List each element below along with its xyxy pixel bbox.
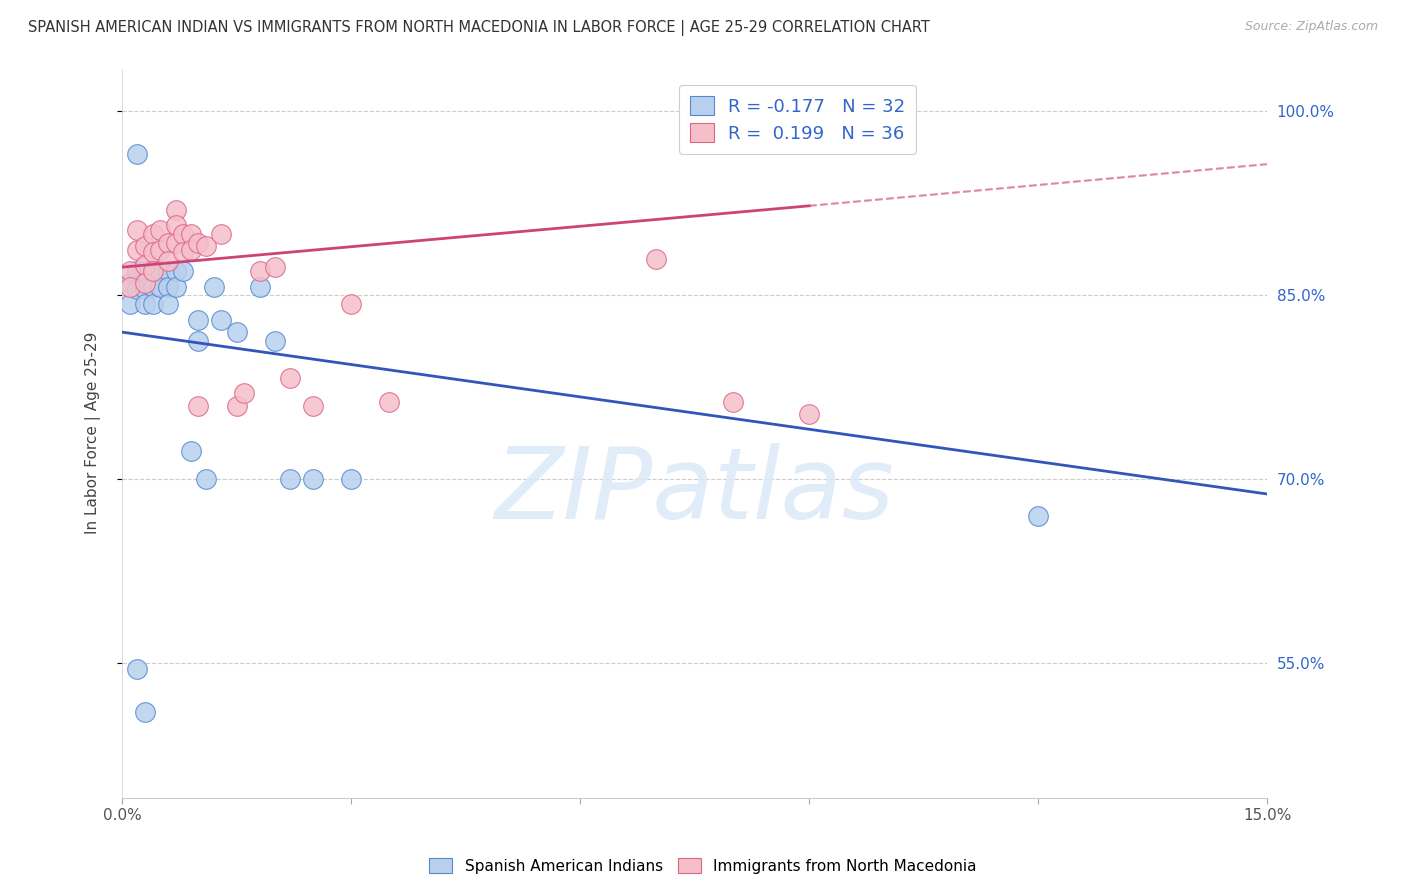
Point bbox=[797, 407, 820, 421]
Point bbox=[127, 264, 149, 278]
Text: SPANISH AMERICAN INDIAN VS IMMIGRANTS FROM NORTH MACEDONIA IN LABOR FORCE | AGE : SPANISH AMERICAN INDIAN VS IMMIGRANTS FR… bbox=[28, 20, 929, 36]
Point bbox=[165, 279, 187, 293]
Point bbox=[172, 245, 194, 260]
Point bbox=[225, 399, 247, 413]
Point bbox=[263, 334, 285, 348]
Point bbox=[127, 147, 149, 161]
Legend: Spanish American Indians, Immigrants from North Macedonia: Spanish American Indians, Immigrants fro… bbox=[423, 852, 983, 880]
Point bbox=[134, 297, 156, 311]
Point bbox=[180, 444, 202, 458]
Point bbox=[340, 472, 363, 486]
Point bbox=[187, 235, 209, 250]
Point bbox=[156, 297, 179, 311]
Point bbox=[134, 264, 156, 278]
Legend: R = -0.177   N = 32, R =  0.199   N = 36: R = -0.177 N = 32, R = 0.199 N = 36 bbox=[679, 85, 915, 153]
Point bbox=[187, 313, 209, 327]
Point bbox=[156, 254, 179, 268]
Point bbox=[134, 239, 156, 253]
Point bbox=[172, 264, 194, 278]
Text: ZIPatlas: ZIPatlas bbox=[495, 443, 894, 541]
Point bbox=[134, 258, 156, 272]
Point bbox=[1026, 509, 1049, 524]
Point bbox=[195, 472, 218, 486]
Point bbox=[156, 235, 179, 250]
Point bbox=[142, 297, 165, 311]
Point bbox=[142, 245, 165, 260]
Point bbox=[187, 399, 209, 413]
Point bbox=[209, 227, 232, 241]
Point bbox=[233, 386, 256, 401]
Point bbox=[645, 252, 668, 266]
Point bbox=[134, 282, 156, 296]
Point bbox=[180, 243, 202, 257]
Point bbox=[142, 279, 165, 293]
Point bbox=[165, 264, 187, 278]
Point bbox=[134, 276, 156, 290]
Point bbox=[278, 370, 301, 384]
Point bbox=[180, 227, 202, 241]
Point bbox=[302, 472, 325, 486]
Point bbox=[127, 223, 149, 237]
Y-axis label: In Labor Force | Age 25-29: In Labor Force | Age 25-29 bbox=[86, 332, 101, 534]
Point bbox=[156, 279, 179, 293]
Point bbox=[156, 264, 179, 278]
Point bbox=[127, 662, 149, 676]
Point bbox=[118, 297, 141, 311]
Point bbox=[142, 264, 165, 278]
Point bbox=[149, 223, 172, 237]
Point bbox=[721, 395, 744, 409]
Point bbox=[142, 264, 165, 278]
Point bbox=[209, 313, 232, 327]
Point bbox=[249, 264, 271, 278]
Point bbox=[134, 705, 156, 719]
Point bbox=[149, 264, 172, 278]
Point bbox=[118, 279, 141, 293]
Point bbox=[202, 279, 225, 293]
Point bbox=[340, 297, 363, 311]
Point bbox=[118, 264, 141, 278]
Point bbox=[195, 239, 218, 253]
Point bbox=[165, 235, 187, 250]
Point bbox=[225, 325, 247, 339]
Point bbox=[149, 279, 172, 293]
Point bbox=[172, 227, 194, 241]
Point bbox=[187, 334, 209, 348]
Point bbox=[118, 276, 141, 290]
Text: Source: ZipAtlas.com: Source: ZipAtlas.com bbox=[1244, 20, 1378, 33]
Point bbox=[165, 219, 187, 233]
Point bbox=[127, 282, 149, 296]
Point bbox=[263, 260, 285, 274]
Point bbox=[142, 227, 165, 241]
Point bbox=[149, 243, 172, 257]
Point bbox=[249, 279, 271, 293]
Point bbox=[127, 243, 149, 257]
Point bbox=[165, 202, 187, 217]
Point bbox=[278, 472, 301, 486]
Point bbox=[378, 395, 401, 409]
Point bbox=[302, 399, 325, 413]
